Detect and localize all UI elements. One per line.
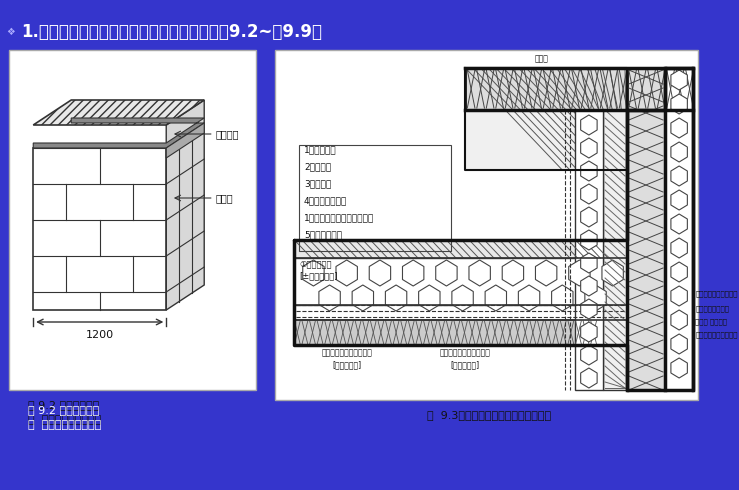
Text: 1200: 1200 (86, 330, 114, 340)
Text: 图 9.2 聚苯板排板图: 图 9.2 聚苯板排板图 (29, 405, 100, 415)
Text: 注  墙角处板应交错互锁: 注 墙角处板应交错互锁 (29, 415, 102, 425)
Polygon shape (33, 100, 204, 125)
Text: 5．压缝饰面层: 5．压缝饰面层 (304, 230, 342, 239)
Polygon shape (33, 148, 166, 310)
Text: [±室内砖墙门]: [±室内砖墙门] (299, 271, 338, 280)
Bar (294, 240, 627, 258)
Text: 4．复合丙烯砂浆: 4．复合丙烯砂浆 (304, 196, 347, 205)
Bar (466, 68, 627, 170)
Polygon shape (33, 118, 204, 148)
Bar (294, 258, 627, 305)
Bar (603, 110, 627, 390)
Bar (575, 110, 603, 390)
Text: 聚苯板 火焰压锁: 聚苯板 火焰压锁 (695, 318, 727, 324)
Bar (299, 145, 452, 251)
Text: [标准网格布]: [标准网格布] (451, 360, 480, 369)
Polygon shape (166, 100, 204, 310)
Text: 3．聚苯板: 3．聚苯板 (304, 179, 331, 188)
Text: 注  墙角处板应交错互锁: 注 墙角处板应交错互锁 (29, 420, 102, 430)
Text: 第一层玻纤维使用网格布: 第一层玻纤维使用网格布 (321, 348, 372, 357)
Bar (466, 68, 693, 110)
Bar (294, 320, 627, 345)
Text: 附：附近附压网格布号: 附：附近附压网格布号 (695, 331, 738, 338)
Text: 1．底层砂浆: 1．底层砂浆 (304, 145, 336, 154)
Bar (0, 0, 702, 42)
Text: [标准网格布]: [标准网格布] (332, 360, 361, 369)
Text: 2．粘结层: 2．粘结层 (304, 162, 331, 171)
Text: 1.外墙外保温工程几种常见构造做法图（见图9.2~图9.9）: 1.外墙外保温工程几种常见构造做法图（见图9.2~图9.9） (21, 23, 322, 41)
Polygon shape (166, 123, 204, 158)
Text: ❖: ❖ (7, 27, 16, 37)
Text: 玻纤维使用网格布搭接: 玻纤维使用网格布搭接 (695, 290, 738, 296)
Text: 配合剂: 配合剂 (534, 54, 548, 63)
Bar (665, 68, 693, 390)
Bar (10, 50, 256, 390)
Text: 底层砂浆: 底层砂浆 (216, 129, 239, 139)
Text: 建筑示范面上下左: 建筑示范面上下左 (695, 305, 729, 312)
Text: 1直入两层玻纤维使用网格布: 1直入两层玻纤维使用网格布 (304, 213, 374, 222)
Text: 聚苯板: 聚苯板 (216, 193, 234, 203)
Bar (627, 68, 665, 390)
Text: 图 9.2 聚苯板排板图: 图 9.2 聚苯板排板图 (29, 400, 100, 410)
Text: 图  9.3首层墙体构造及墙角构造处理图: 图 9.3首层墙体构造及墙角构造处理图 (427, 410, 551, 420)
Text: 第二层玻纤维使用网格布: 第二层玻纤维使用网格布 (440, 348, 491, 357)
Text: ①底层入墙层: ①底层入墙层 (299, 259, 332, 268)
Bar (276, 50, 698, 400)
